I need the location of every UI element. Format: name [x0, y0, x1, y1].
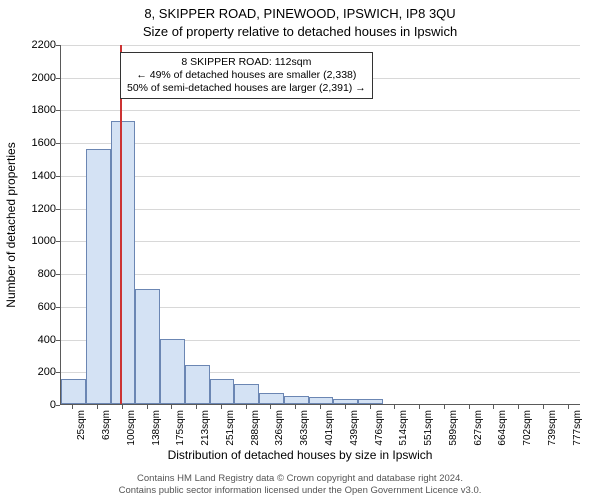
x-tick-mark [147, 405, 148, 409]
x-tick-label: 63sqm [101, 410, 112, 440]
gridline [61, 176, 580, 177]
annotation-line2: ← 49% of detached houses are smaller (2,… [127, 69, 366, 82]
x-tick-label: 476sqm [374, 410, 385, 446]
x-tick-label: 288sqm [250, 410, 261, 446]
x-tick-mark [320, 405, 321, 409]
y-tick-mark [56, 45, 60, 46]
footer-text: Contains HM Land Registry data © Crown c… [0, 473, 600, 496]
x-tick-mark [469, 405, 470, 409]
y-tick-mark [56, 405, 60, 406]
x-axis-label: Distribution of detached houses by size … [0, 448, 600, 462]
x-tick-mark [543, 405, 544, 409]
y-tick-label: 2000 [16, 72, 56, 84]
footer-line2: Contains public sector information licen… [0, 485, 600, 496]
histogram-bar [135, 289, 160, 404]
x-tick-mark [345, 405, 346, 409]
histogram-bar [111, 121, 136, 404]
x-tick-mark [419, 405, 420, 409]
histogram-bar [210, 379, 235, 404]
y-tick-label: 1200 [16, 203, 56, 215]
x-tick-label: 326sqm [274, 410, 285, 446]
y-tick-label: 1600 [16, 137, 56, 149]
histogram-bar [185, 365, 210, 404]
x-tick-mark [370, 405, 371, 409]
chart-container: 8, SKIPPER ROAD, PINEWOOD, IPSWICH, IP8 … [0, 0, 600, 500]
histogram-bar [61, 379, 86, 404]
gridline [61, 241, 580, 242]
x-tick-label: 25sqm [76, 410, 87, 440]
x-tick-label: 138sqm [151, 410, 162, 446]
x-tick-label: 739sqm [547, 410, 558, 446]
x-tick-label: 363sqm [299, 410, 310, 446]
histogram-bar [333, 399, 358, 404]
x-tick-label: 664sqm [497, 410, 508, 446]
x-tick-label: 702sqm [522, 410, 533, 446]
y-tick-mark [56, 143, 60, 144]
x-tick-mark [171, 405, 172, 409]
histogram-bar [284, 396, 309, 404]
x-tick-label: 175sqm [175, 410, 186, 446]
x-tick-mark [246, 405, 247, 409]
x-tick-mark [568, 405, 569, 409]
x-tick-label: 213sqm [200, 410, 211, 446]
y-tick-label: 2200 [16, 39, 56, 51]
x-tick-mark [295, 405, 296, 409]
chart-title-line1: 8, SKIPPER ROAD, PINEWOOD, IPSWICH, IP8 … [0, 6, 600, 21]
histogram-bar [309, 397, 334, 404]
y-tick-label: 200 [16, 366, 56, 378]
y-tick-label: 600 [16, 301, 56, 313]
x-tick-label: 251sqm [225, 410, 236, 446]
y-tick-mark [56, 307, 60, 308]
x-tick-mark [97, 405, 98, 409]
x-tick-label: 589sqm [448, 410, 459, 446]
gridline [61, 209, 580, 210]
y-axis-label: Number of detached properties [4, 142, 18, 307]
y-tick-mark [56, 274, 60, 275]
x-tick-label: 439sqm [349, 410, 360, 446]
histogram-bar [358, 399, 383, 404]
y-tick-label: 400 [16, 334, 56, 346]
x-tick-label: 401sqm [324, 410, 335, 446]
y-tick-mark [56, 241, 60, 242]
x-tick-mark [518, 405, 519, 409]
y-tick-mark [56, 372, 60, 373]
gridline [61, 143, 580, 144]
x-tick-label: 551sqm [423, 410, 434, 446]
x-tick-mark [221, 405, 222, 409]
histogram-bar [234, 384, 259, 404]
y-tick-label: 0 [16, 399, 56, 411]
x-tick-mark [270, 405, 271, 409]
histogram-bar [86, 149, 111, 404]
y-tick-mark [56, 209, 60, 210]
y-tick-label: 800 [16, 268, 56, 280]
annotation-line3: 50% of semi-detached houses are larger (… [127, 82, 366, 95]
gridline [61, 110, 580, 111]
x-tick-label: 100sqm [126, 410, 137, 446]
y-tick-mark [56, 176, 60, 177]
x-tick-mark [196, 405, 197, 409]
x-tick-mark [72, 405, 73, 409]
y-tick-mark [56, 110, 60, 111]
y-tick-label: 1400 [16, 170, 56, 182]
histogram-bar [259, 393, 284, 404]
y-tick-mark [56, 78, 60, 79]
annotation-box: 8 SKIPPER ROAD: 112sqm ← 49% of detached… [120, 52, 373, 99]
x-tick-mark [122, 405, 123, 409]
x-tick-label: 777sqm [572, 410, 583, 446]
annotation-line1: 8 SKIPPER ROAD: 112sqm [127, 56, 366, 69]
histogram-bar [160, 339, 185, 404]
x-tick-label: 514sqm [398, 410, 409, 446]
gridline [61, 274, 580, 275]
y-tick-label: 1800 [16, 104, 56, 116]
y-tick-label: 1000 [16, 235, 56, 247]
chart-title-line2: Size of property relative to detached ho… [0, 24, 600, 39]
footer-line1: Contains HM Land Registry data © Crown c… [0, 473, 600, 484]
x-tick-label: 627sqm [473, 410, 484, 446]
x-tick-mark [444, 405, 445, 409]
x-tick-mark [394, 405, 395, 409]
y-tick-mark [56, 340, 60, 341]
x-tick-mark [493, 405, 494, 409]
gridline [61, 45, 580, 46]
